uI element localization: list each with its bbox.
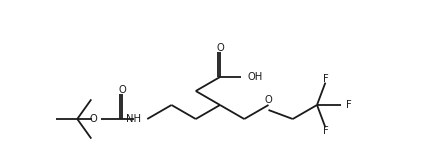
Text: O: O [89, 114, 97, 124]
Text: F: F [322, 74, 328, 84]
Text: O: O [216, 43, 224, 53]
Text: F: F [346, 100, 351, 110]
Text: O: O [118, 85, 126, 95]
Text: F: F [322, 126, 328, 136]
Text: OH: OH [248, 72, 263, 82]
Text: O: O [265, 95, 272, 105]
Text: NH: NH [126, 114, 141, 124]
